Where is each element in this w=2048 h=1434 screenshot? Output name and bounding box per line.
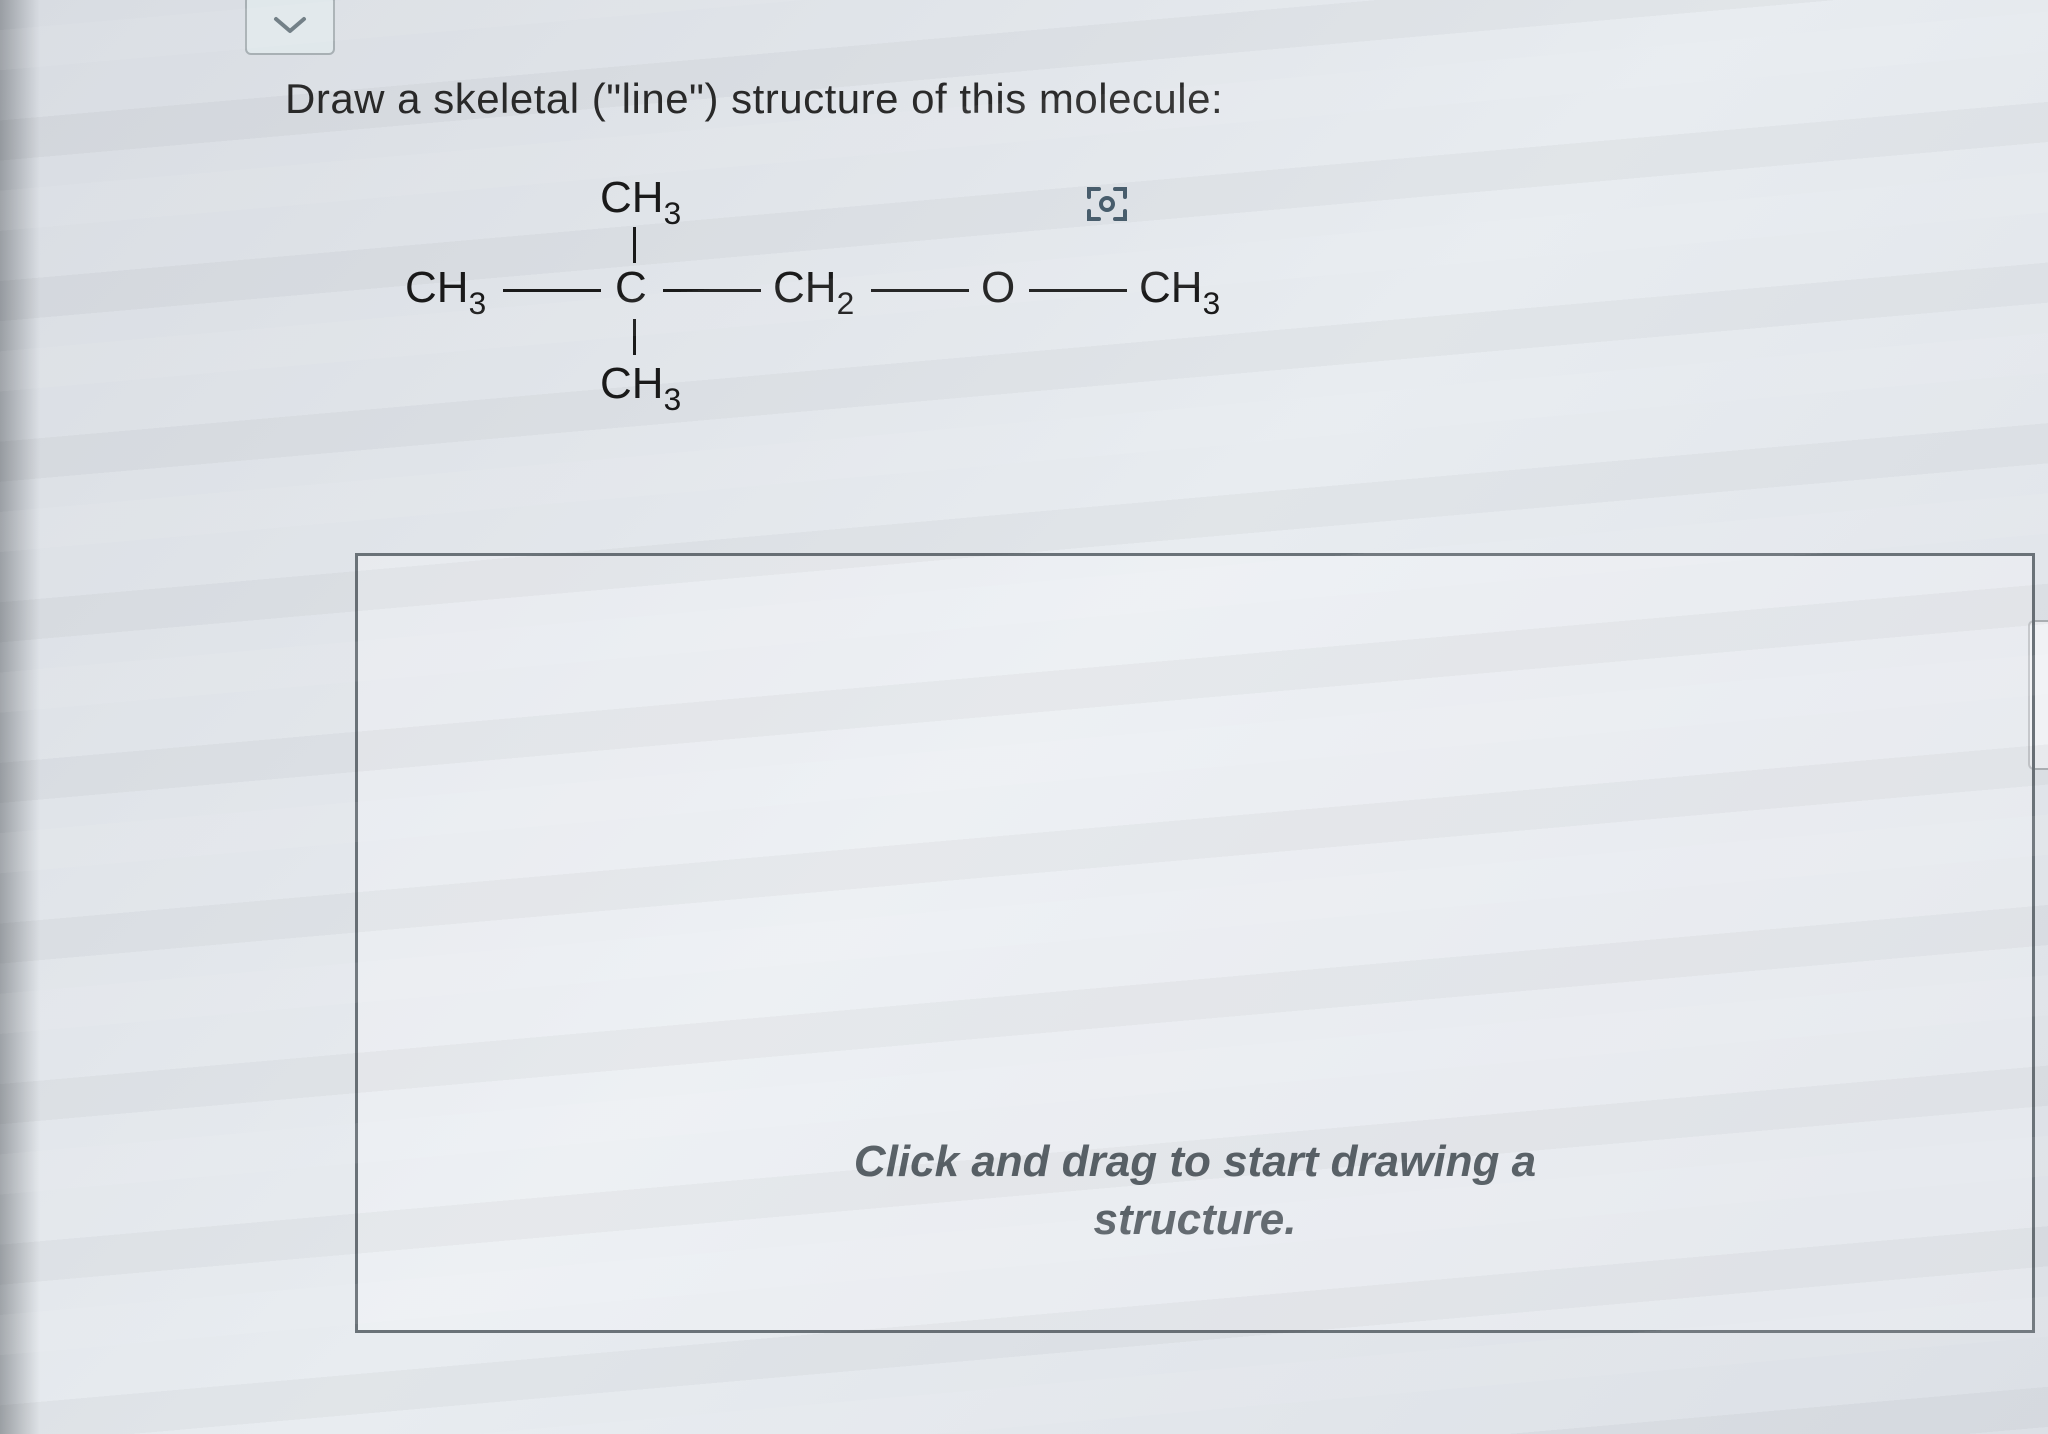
bond-bottom-vertical bbox=[633, 319, 636, 355]
chevron-down-icon bbox=[270, 11, 310, 39]
atom-bottom-ch3: CH3 bbox=[600, 359, 681, 416]
left-edge-shadow bbox=[0, 0, 40, 1434]
drawing-canvas[interactable]: Click and drag to start drawing a struct… bbox=[355, 553, 2035, 1333]
canvas-hint: Click and drag to start drawing a struct… bbox=[358, 1137, 2032, 1245]
canvas-hint-line2: structure. bbox=[358, 1195, 2032, 1245]
atom-ch2: CH2 bbox=[773, 263, 854, 320]
bond-top-vertical bbox=[633, 227, 636, 263]
atom-central-c: C bbox=[615, 263, 647, 313]
atom-left-ch3: CH3 bbox=[405, 263, 486, 320]
atom-right-ch3: CH3 bbox=[1139, 263, 1220, 320]
bond-1 bbox=[503, 289, 601, 292]
collapse-toggle[interactable] bbox=[245, 0, 335, 55]
bond-2 bbox=[663, 289, 761, 292]
atom-oxygen: O bbox=[981, 263, 1015, 313]
bond-4 bbox=[1029, 289, 1127, 292]
content-area: Draw a skeletal ("line") structure of th… bbox=[285, 75, 2008, 1333]
molecular-structure: CH3 CH3 C CH2 O CH3 bbox=[405, 173, 1305, 453]
question-prompt: Draw a skeletal ("line") structure of th… bbox=[285, 75, 2008, 123]
atom-top-ch3: CH3 bbox=[600, 173, 681, 230]
bond-3 bbox=[871, 289, 969, 292]
capture-icon[interactable] bbox=[1085, 183, 1129, 225]
canvas-hint-line1: Click and drag to start drawing a bbox=[358, 1137, 2032, 1187]
